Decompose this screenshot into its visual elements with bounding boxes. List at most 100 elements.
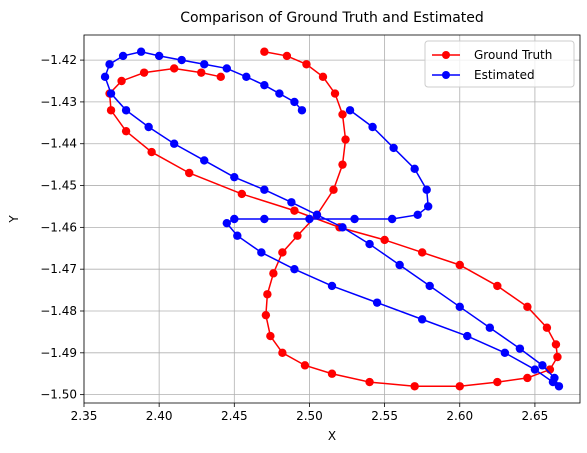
data-point-estimated xyxy=(260,214,269,224)
data-point-ground-truth xyxy=(278,348,287,358)
data-point-estimated xyxy=(395,260,404,270)
series-estimated xyxy=(100,47,564,391)
data-point-ground-truth xyxy=(380,235,389,245)
data-point-estimated xyxy=(287,198,296,207)
data-point-estimated xyxy=(121,106,131,115)
data-point-ground-truth xyxy=(410,382,419,391)
data-point-ground-truth xyxy=(266,331,275,341)
data-point-estimated xyxy=(257,248,266,257)
data-point-estimated xyxy=(372,298,382,307)
y-tick-label: −1.47 xyxy=(40,262,77,276)
data-point-ground-truth xyxy=(282,51,292,61)
data-point-ground-truth xyxy=(117,76,126,86)
data-point-estimated xyxy=(422,185,431,194)
data-point-estimated xyxy=(233,231,242,240)
data-point-estimated xyxy=(260,80,269,90)
data-point-ground-truth xyxy=(290,206,299,215)
data-point-estimated xyxy=(260,185,269,194)
ticks: 2.35 2.40 2.45 2.50 2.55 2.60 2.65 −1.42 −1.43 −1… xyxy=(40,53,548,423)
legend: Ground Truth Estimated xyxy=(424,40,575,88)
data-point-ground-truth xyxy=(139,68,149,77)
x-tick-label: 2.40 xyxy=(146,409,173,423)
data-point-ground-truth xyxy=(185,168,194,178)
data-point-estimated xyxy=(368,122,377,132)
data-point-estimated xyxy=(530,365,540,374)
data-point-estimated xyxy=(350,214,359,224)
data-point-estimated xyxy=(222,218,231,228)
data-point-estimated xyxy=(305,214,314,224)
data-point-estimated xyxy=(365,239,374,249)
data-point-ground-truth xyxy=(338,160,347,169)
legend-marker-ground-truth xyxy=(442,51,450,59)
data-point-ground-truth xyxy=(417,248,427,257)
data-point-ground-truth xyxy=(197,68,206,77)
data-point-estimated xyxy=(417,315,427,324)
data-point-estimated xyxy=(118,51,128,61)
data-point-ground-truth xyxy=(493,281,502,291)
data-point-ground-truth xyxy=(169,64,179,73)
data-point-estimated xyxy=(200,156,209,165)
data-point-estimated xyxy=(136,47,146,56)
data-point-estimated xyxy=(548,377,558,387)
data-point-estimated xyxy=(275,89,284,98)
data-point-estimated xyxy=(455,302,464,312)
data-point-estimated xyxy=(169,139,179,148)
data-point-ground-truth xyxy=(260,47,269,56)
data-point-ground-truth xyxy=(553,352,562,362)
data-point-ground-truth xyxy=(293,231,302,240)
y-tick-label: −1.42 xyxy=(40,53,77,67)
data-point-ground-truth xyxy=(329,185,338,194)
data-point-estimated xyxy=(485,323,495,332)
data-point-ground-truth xyxy=(523,373,532,383)
data-point-ground-truth xyxy=(278,248,287,257)
series-ground-truth xyxy=(105,47,562,391)
data-point-estimated xyxy=(200,60,209,69)
data-point-ground-truth xyxy=(493,377,502,387)
x-tick-label: 2.55 xyxy=(371,409,398,423)
data-point-ground-truth xyxy=(237,189,247,199)
data-point-estimated xyxy=(144,122,153,132)
data-point-estimated xyxy=(425,281,434,291)
data-point-estimated xyxy=(345,106,355,115)
data-point-estimated xyxy=(312,210,322,220)
data-point-estimated xyxy=(105,60,114,69)
data-point-estimated xyxy=(100,72,110,82)
y-tick-label: −1.49 xyxy=(40,346,77,360)
x-tick-label: 2.50 xyxy=(296,409,323,423)
data-point-ground-truth xyxy=(318,72,328,82)
x-tick-label: 2.65 xyxy=(522,409,549,423)
data-point-ground-truth xyxy=(106,106,116,115)
x-axis-label: X xyxy=(328,429,336,443)
y-tick-label: −1.43 xyxy=(40,95,77,109)
data-point-estimated xyxy=(230,214,239,224)
data-point-estimated xyxy=(154,51,164,61)
data-point-estimated xyxy=(387,214,397,224)
y-axis-label: Y xyxy=(7,215,21,224)
y-tick-label: −1.50 xyxy=(40,388,77,402)
series-layer xyxy=(100,47,564,391)
legend-marker-estimated xyxy=(442,71,450,79)
data-point-estimated xyxy=(297,106,307,115)
data-point-ground-truth xyxy=(542,323,552,332)
data-point-ground-truth xyxy=(338,110,347,119)
data-point-estimated xyxy=(242,72,251,82)
x-tick-label: 2.60 xyxy=(446,409,473,423)
data-point-ground-truth xyxy=(121,126,131,136)
y-tick-label: −1.46 xyxy=(40,220,77,234)
legend-label-ground-truth: Ground Truth xyxy=(474,48,552,62)
x-tick-label: 2.45 xyxy=(221,409,248,423)
data-point-estimated xyxy=(327,281,337,291)
data-point-estimated xyxy=(413,210,422,220)
data-point-ground-truth xyxy=(300,361,310,370)
y-tick-label: −1.48 xyxy=(40,304,77,318)
data-point-estimated xyxy=(463,331,472,341)
data-point-ground-truth xyxy=(455,382,464,391)
data-point-estimated xyxy=(338,223,347,232)
data-point-ground-truth xyxy=(147,147,156,157)
plot-frame xyxy=(83,34,581,404)
data-point-estimated xyxy=(538,361,547,370)
data-point-ground-truth xyxy=(263,290,272,299)
chart-title: Comparison of Ground Truth and Estimated xyxy=(180,10,484,26)
